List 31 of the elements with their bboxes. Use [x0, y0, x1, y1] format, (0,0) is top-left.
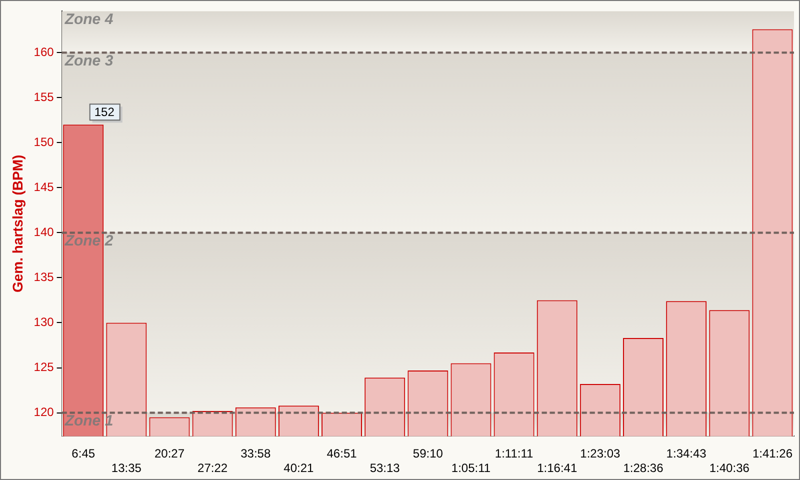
- x-tick-label: 13:35: [111, 461, 142, 476]
- x-tick-label: 46:51: [326, 446, 358, 461]
- x-tick-label: 27:22: [198, 461, 228, 476]
- band-label: Zone 4: [64, 10, 114, 28]
- x-tick-label: 1:28:36: [623, 461, 664, 476]
- x-tick-label: 1:16:41: [537, 461, 578, 476]
- x-tick-label: 53:13: [370, 461, 400, 476]
- x-tick-label: 20:27: [154, 446, 185, 461]
- y-tick-label: 130: [34, 315, 54, 330]
- y-tick-label: 160: [34, 44, 54, 59]
- x-tick-label: 1:41:26: [752, 446, 793, 461]
- y-tick-label: 135: [34, 270, 54, 284]
- x-tick-label: 1:11:11: [494, 446, 534, 461]
- y-tick-label: 140: [34, 225, 54, 240]
- y-axis-title: Gem. hartslag (BPM): [9, 154, 26, 293]
- x-tick-label: 1:40:36: [709, 461, 750, 476]
- x-tick-label: 6:45: [72, 446, 96, 461]
- y-tick-label: 125: [34, 360, 54, 374]
- y-tick-label: 150: [34, 134, 54, 149]
- y-tick-label: 145: [34, 180, 54, 194]
- x-tick-label: 33:58: [240, 446, 271, 461]
- y-tick-label: 155: [34, 90, 54, 104]
- data-label: 152: [94, 104, 115, 119]
- band-label: Zone 2: [64, 232, 114, 250]
- x-tick-label: 1:23:03: [580, 446, 621, 461]
- y-tick-label: 120: [34, 405, 54, 420]
- x-tick-label: 59:10: [412, 446, 444, 461]
- x-tick-label: 1:05:11: [451, 461, 491, 476]
- x-tick-label: 40:21: [284, 461, 314, 476]
- band-label: Zone 3: [64, 52, 114, 70]
- x-tick-label: 1:34:43: [666, 446, 707, 461]
